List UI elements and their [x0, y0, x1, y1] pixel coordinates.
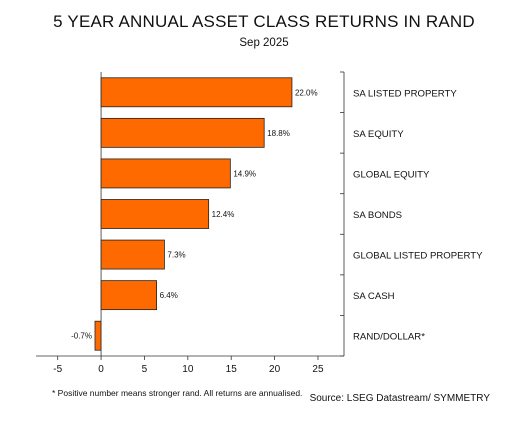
x-tick-label: 25: [312, 364, 324, 375]
data-label: 14.9%: [233, 169, 256, 178]
data-label: 18.8%: [267, 129, 290, 138]
data-label: 22.0%: [295, 88, 318, 97]
data-label: 12.4%: [212, 210, 235, 219]
data-label: 7.3%: [167, 251, 185, 260]
x-tick-label: 20: [269, 364, 281, 375]
bar: [100, 77, 293, 108]
x-tick-label: 15: [226, 364, 238, 375]
category-label: SA EQUITY: [353, 129, 404, 140]
source-note: Source: LSEG Datastream/ SYMMETRY: [309, 393, 490, 404]
category-label: SA CASH: [353, 291, 395, 302]
category-label: SA BONDS: [353, 210, 402, 221]
bar: [100, 158, 231, 189]
category-label: RAND/DOLLAR*: [353, 332, 425, 343]
category-label: GLOBAL EQUITY: [353, 169, 430, 180]
bar: [94, 320, 102, 351]
chart-subtitle: Sep 2025: [239, 37, 289, 49]
x-tick-label: -5: [53, 364, 62, 375]
bar: [100, 199, 210, 229]
data-label: 6.4%: [160, 291, 178, 300]
footnote: * Positive number means stronger rand. A…: [52, 388, 303, 398]
category-label: SA LISTED PROPERTY: [353, 88, 457, 99]
data-label: -0.7%: [71, 332, 92, 341]
category-label: GLOBAL LISTED PROPERTY: [353, 251, 483, 262]
x-tick-label: 0: [98, 364, 104, 375]
bar: [100, 280, 157, 311]
chart-title: 5 YEAR ANNUAL ASSET CLASS RETURNS IN RAN…: [53, 12, 475, 31]
bar: [100, 239, 165, 270]
x-tick-label: 5: [142, 364, 148, 375]
bar: [100, 117, 265, 148]
x-tick-label: 10: [182, 364, 194, 375]
